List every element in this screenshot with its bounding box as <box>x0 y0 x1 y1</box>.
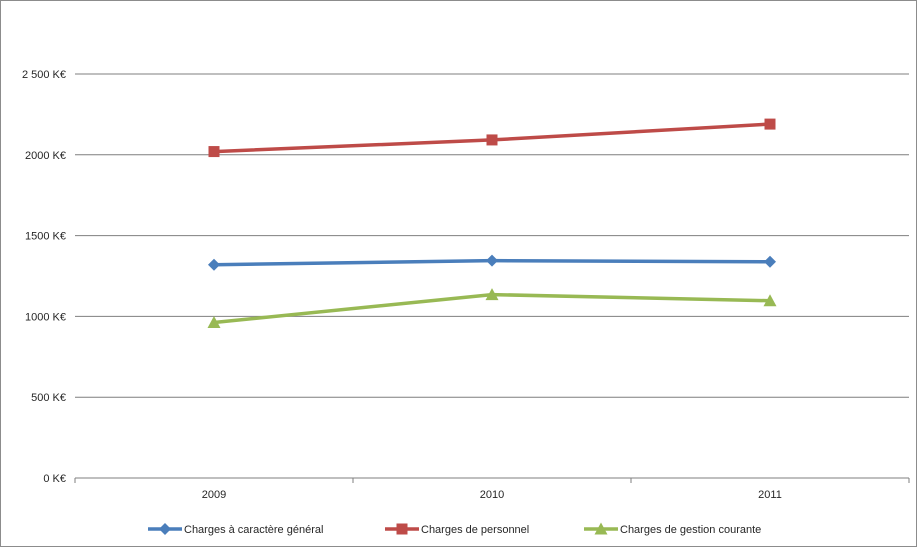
data-point-marker <box>486 254 498 267</box>
data-point-marker <box>207 316 221 329</box>
y-tick-label: 1000 K€ <box>25 311 66 323</box>
data-point-marker <box>208 258 220 271</box>
data-point-marker <box>485 288 499 301</box>
data-point-marker <box>764 255 776 268</box>
series-markers <box>207 118 777 329</box>
legend: Charges à caractère général Charges de pe… <box>148 522 761 536</box>
data-point-marker <box>208 146 220 158</box>
y-tick-label: 2 500 K€ <box>22 69 66 81</box>
y-axis-tick-labels: 0 K€ 500 K€ 1000 K€ 1500 K€ 2000 K€ 2 500 K€ <box>22 69 66 485</box>
legend-swatch-marker <box>159 523 171 535</box>
legend-item-1: Charges de personnel <box>385 523 529 536</box>
y-tick-label: 2000 K€ <box>25 150 66 162</box>
y-tick-label: 0 K€ <box>43 473 66 485</box>
legend-label: Charges de personnel <box>421 524 529 536</box>
x-tick-label: 2011 <box>758 489 782 501</box>
legend-label: Charges à caractère général <box>184 524 323 536</box>
x-tick-label: 2010 <box>480 489 504 501</box>
data-point-marker <box>486 134 498 146</box>
legend-swatch-marker <box>594 522 608 535</box>
legend-label: Charges de gestion courante <box>620 524 761 536</box>
data-point-marker <box>764 118 776 130</box>
legend-item-0: Charges à caractère général <box>148 523 323 536</box>
legend-item-2: Charges de gestion courante <box>584 522 761 536</box>
y-tick-label: 500 K€ <box>31 392 66 404</box>
legend-swatch-marker <box>396 523 408 535</box>
x-tick-label: 2009 <box>202 489 226 501</box>
y-tick-label: 1500 K€ <box>25 231 66 243</box>
data-point-marker <box>763 294 777 307</box>
x-axis-tick-labels: 2009 2010 2011 <box>74 478 910 501</box>
